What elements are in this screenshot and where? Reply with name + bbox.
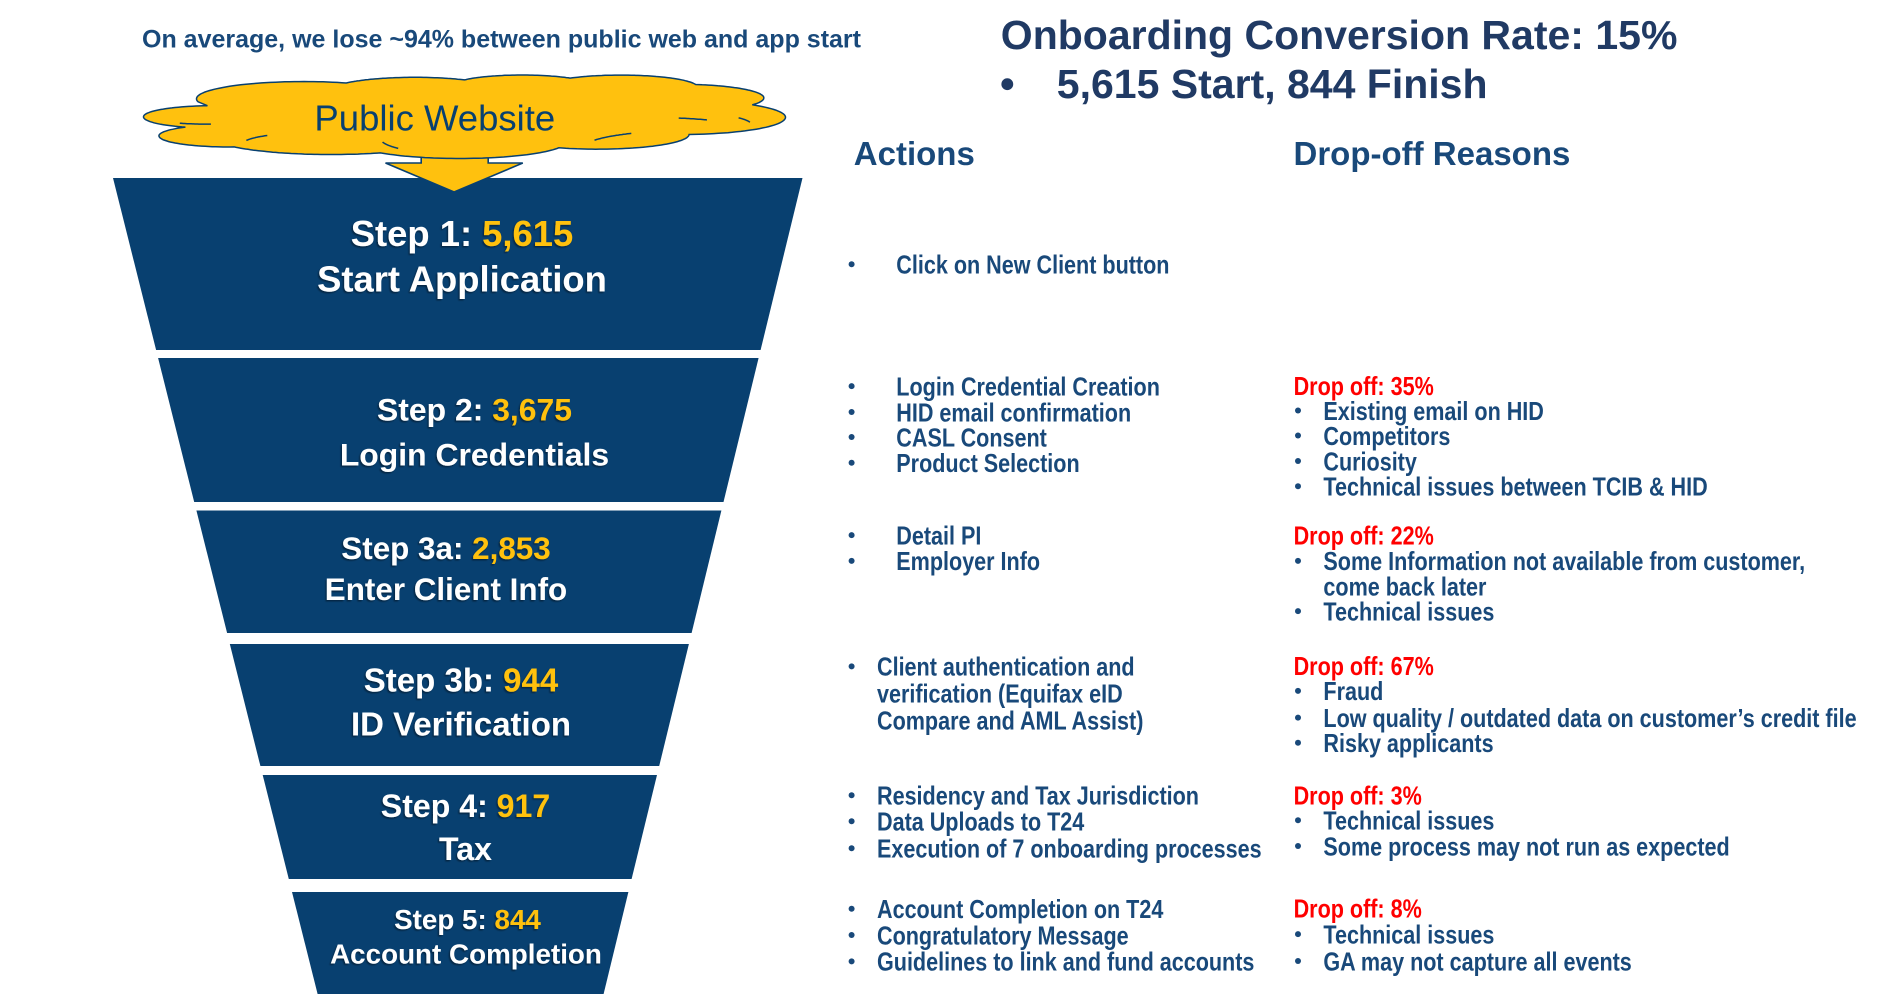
svg-text:Drop off: 3%: Drop off: 3% [1294,782,1422,811]
svg-text:Employer Info: Employer Info [896,547,1040,576]
svg-text:Step 2: 3,675: Step 2: 3,675 [377,392,572,428]
svg-text:Enter Client Info: Enter Client Info [325,572,567,607]
svg-text:verification (Equifax eID: verification (Equifax eID [877,680,1123,709]
svg-text:5,615 Start, 844 Finish: 5,615 Start, 844 Finish [1057,61,1488,107]
svg-text:Congratulatory Message: Congratulatory Message [877,921,1129,950]
svg-text:Drop off: 35%: Drop off: 35% [1294,372,1434,401]
svg-text:Login Credentials: Login Credentials [340,436,609,472]
svg-text:Competitors: Competitors [1323,422,1450,451]
svg-text:Detail PI: Detail PI [896,522,981,551]
svg-text:Execution of 7 onboarding proc: Execution of 7 onboarding processes [877,835,1262,864]
svg-text:Low quality / outdated data on: Low quality / outdated data on customer’… [1323,704,1856,733]
svg-text:Drop off: 8%: Drop off: 8% [1294,895,1422,924]
svg-text:Tax: Tax [439,831,492,867]
svg-text:Drop-off Reasons: Drop-off Reasons [1294,135,1571,172]
svg-text:Login Credential Creation: Login Credential Creation [896,373,1160,402]
svg-text:Technical issues between TCIB: Technical issues between TCIB & HID [1323,473,1707,502]
svg-text:Step 1: 5,615: Step 1: 5,615 [351,213,574,254]
svg-text:Existing email on HID: Existing email on HID [1323,397,1543,426]
svg-text:come back later: come back later [1323,572,1486,601]
svg-text:On average, we lose ~94% betwe: On average, we lose ~94% between public … [142,26,862,54]
svg-text:ID Verification: ID Verification [351,705,571,742]
svg-text:GA may not capture all events: GA may not capture all events [1323,947,1631,976]
svg-text:Actions: Actions [854,135,975,172]
svg-text:Public Website: Public Website [314,97,555,138]
svg-text:Some process may not run as ex: Some process may not run as expected [1323,832,1729,861]
svg-text:Technical issues: Technical issues [1323,807,1494,836]
svg-text:Curiosity: Curiosity [1323,447,1417,476]
svg-text:Click on New Client button: Click on New Client button [896,251,1169,280]
svg-text:Guidelines to link and fund ac: Guidelines to link and fund accounts [877,948,1254,977]
svg-text:Client authentication and: Client authentication and [877,653,1135,682]
svg-text:Step 3b: 944: Step 3b: 944 [364,662,559,699]
svg-text:Product Selection: Product Selection [896,449,1079,478]
svg-text:Some Information not available: Some Information not available from cust… [1323,547,1805,576]
svg-text:Step 3a: 2,853: Step 3a: 2,853 [341,531,550,566]
svg-text:Compare and AML Assist): Compare and AML Assist) [877,707,1143,736]
svg-text:Drop off: 22%: Drop off: 22% [1294,522,1434,551]
svg-text:Fraud: Fraud [1323,677,1383,706]
svg-text:Step 5: 844: Step 5: 844 [394,904,541,935]
svg-text:Residency and Tax Jurisdiction: Residency and Tax Jurisdiction [877,782,1199,811]
svg-text:Risky applicants: Risky applicants [1323,729,1493,758]
svg-text:Step 4: 917: Step 4: 917 [381,788,550,824]
svg-text:Drop off: 67%: Drop off: 67% [1294,652,1434,681]
svg-text:CASL Consent: CASL Consent [896,423,1047,452]
svg-text:Start Application: Start Application [317,258,607,299]
svg-text:Technical issues: Technical issues [1323,921,1494,950]
svg-text:Onboarding Conversion Rate: 15: Onboarding Conversion Rate: 15% [1001,12,1678,58]
svg-text:Account Completion on T24: Account Completion on T24 [877,895,1164,924]
svg-text:Data Uploads to T24: Data Uploads to T24 [877,808,1085,837]
svg-text:Technical issues: Technical issues [1323,598,1494,627]
svg-text:Account Completion: Account Completion [330,939,602,970]
svg-text:HID email confirmation: HID email confirmation [896,398,1131,427]
